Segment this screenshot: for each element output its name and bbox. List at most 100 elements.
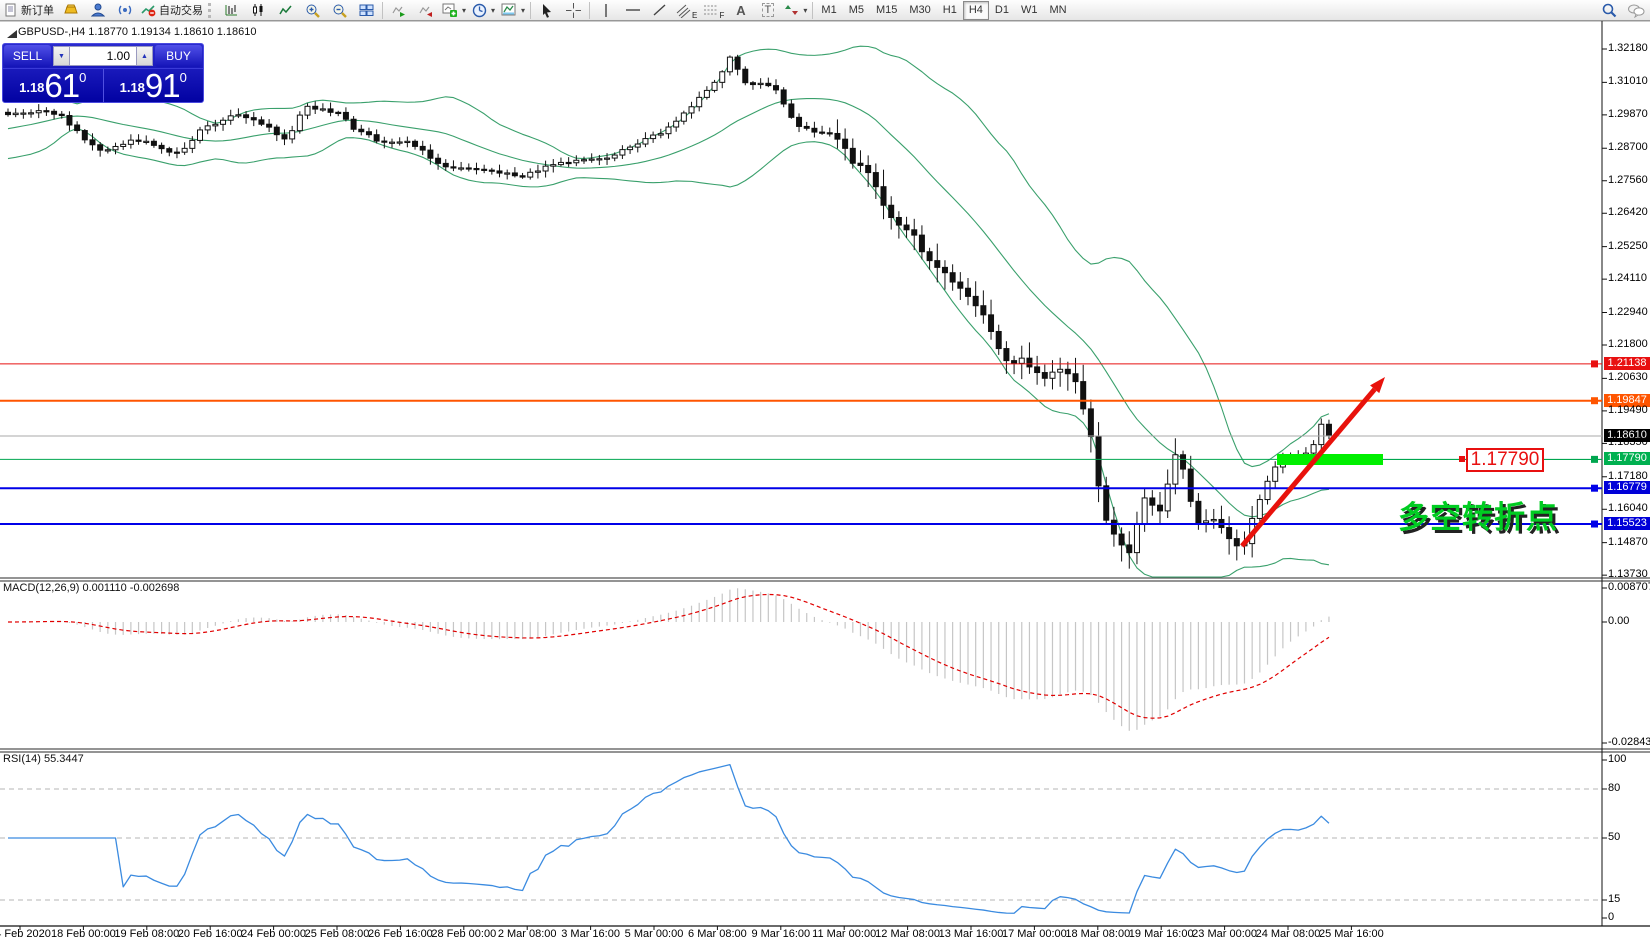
auto-scroll-button[interactable] <box>385 0 412 21</box>
trendline-button[interactable] <box>646 0 673 21</box>
fibonacci-icon <box>703 3 719 18</box>
time-axis-label: 5 Mar 00:00 <box>624 928 684 940</box>
price-axis-tick: 1.21800 <box>1608 338 1648 350</box>
timeframe-group: M1 M5 M15 M30 H1 H4 D1 W1 MN <box>815 0 1072 20</box>
volume-decrease-button[interactable]: ▼ <box>53 46 70 66</box>
bar-chart-icon <box>224 3 239 17</box>
level-price-label: 1.19847 <box>1604 393 1650 407</box>
level-lines[interactable] <box>0 360 1602 528</box>
macd-indicator <box>7 588 1330 731</box>
timeframe-button-M30[interactable]: M30 <box>909 4 931 16</box>
auto-scroll-icon <box>391 3 406 17</box>
search-icon <box>1601 2 1617 18</box>
search-button[interactable] <box>1595 0 1622 21</box>
timeframe-button-W1[interactable]: W1 <box>1020 4 1038 16</box>
time-axis-label: 25 Feb 08:00 <box>304 928 370 940</box>
time-axis-label: 12 Mar 08:00 <box>875 928 941 940</box>
price-axis-tick: 1.24110 <box>1608 272 1647 285</box>
horizontal-line-button[interactable] <box>619 0 646 21</box>
equidistant-channel-button[interactable]: E <box>673 0 700 21</box>
zoom-in-button[interactable] <box>299 0 326 21</box>
level-price-label: 1.18610 <box>1604 428 1650 442</box>
price-axis-tick: 1.32180 <box>1608 42 1648 54</box>
templates-dropdown[interactable] <box>498 0 528 21</box>
volume-stepper: ▼ 1.00 ▲ <box>53 46 153 66</box>
rsi-indicator <box>0 763 1602 914</box>
toolbar-right-group <box>1595 0 1649 21</box>
arrows-dropdown[interactable] <box>781 0 810 21</box>
tile-windows-button[interactable] <box>353 0 380 21</box>
buy-price-point: 0 <box>179 70 187 85</box>
sell-price-whole: 1.18 <box>19 80 45 95</box>
trend-arrow-line[interactable] <box>1240 387 1377 548</box>
time-axis-label: 24 Feb 00:00 <box>241 928 307 940</box>
new-chart-dropdown[interactable] <box>439 0 469 21</box>
cn-annotation-text[interactable]: 多空转折点 <box>1398 500 1558 535</box>
autotrading-button[interactable]: 自动交易 <box>138 0 206 21</box>
buy-button[interactable]: BUY <box>155 45 202 67</box>
text-icon: A <box>736 2 746 18</box>
deposit-icon <box>63 3 79 17</box>
macd-axis-label: -0.028436 <box>1608 736 1650 748</box>
level-price-label: 1.17790 <box>1604 452 1650 466</box>
chart-shift-marker[interactable] <box>6 26 18 44</box>
time-axis-label: 6 Mar 08:00 <box>688 928 747 940</box>
fibonacci-button[interactable]: F <box>700 0 727 21</box>
volume-increase-button[interactable]: ▲ <box>136 46 153 66</box>
vertical-line-button[interactable] <box>592 0 619 21</box>
zoom-out-button[interactable] <box>326 0 353 21</box>
text-label-button[interactable]: T <box>754 0 781 21</box>
sell-button[interactable]: SELL <box>4 45 51 67</box>
rsi-title: RSI(14) <box>3 753 41 765</box>
crosshair-icon <box>566 2 582 18</box>
price-axis-tick: 1.20630 <box>1608 371 1648 384</box>
signals-button[interactable] <box>111 0 138 21</box>
time-axis-label: 2 Mar 08:00 <box>497 928 557 940</box>
crosshair-button[interactable] <box>560 0 587 21</box>
timeframe-button-H4[interactable]: H4 <box>962 0 989 20</box>
new-order-label: 新订单 <box>21 5 54 17</box>
chat-button[interactable] <box>1622 0 1649 21</box>
cursor-button[interactable] <box>533 0 560 21</box>
green-highlight-band[interactable] <box>1277 454 1383 465</box>
timeframe-button-M5[interactable]: M5 <box>848 4 864 16</box>
equidistant-channel-icon <box>676 3 692 18</box>
timeframe-button-M15[interactable]: M15 <box>875 4 898 16</box>
new-order-icon <box>4 3 18 17</box>
vertical-line-icon <box>600 3 612 18</box>
price-axis-tick: 1.26420 <box>1608 206 1648 219</box>
macd-axis-label: 0.008707 <box>1608 581 1650 593</box>
chart-shift-icon <box>418 3 433 17</box>
time-axis-label: 26 Feb 16:00 <box>367 928 433 940</box>
text-button[interactable]: A <box>727 0 754 21</box>
periods-dropdown[interactable] <box>469 0 498 21</box>
new-order-button[interactable]: 新订单 <box>1 0 57 21</box>
sell-price-display[interactable]: 1.18 61 0 <box>3 69 104 103</box>
price-axis-tick: 1.25250 <box>1608 239 1648 252</box>
line-chart-icon <box>278 3 293 17</box>
volume-input[interactable]: 1.00 <box>70 46 136 66</box>
deposit-button[interactable] <box>57 0 84 21</box>
trendline-icon <box>652 3 667 17</box>
timeframe-button-H1[interactable]: H1 <box>942 4 957 16</box>
toolbar-separator <box>812 1 814 19</box>
community-button[interactable] <box>84 0 111 21</box>
price-axis-tick: 1.16040 <box>1608 502 1648 515</box>
line-chart-button[interactable] <box>272 0 299 21</box>
fibonacci-letter: F <box>719 10 725 20</box>
price-callout-label[interactable]: 1.17790 <box>1466 448 1544 472</box>
arrows-icon <box>784 3 799 17</box>
timeframe-button-D1[interactable]: D1 <box>994 4 1009 16</box>
timeframe-button-MN[interactable]: MN <box>1049 4 1067 16</box>
buy-price-display[interactable]: 1.18 91 0 <box>104 69 204 103</box>
candlestick-chart-button[interactable] <box>245 0 272 21</box>
timeframe-button-M1[interactable]: M1 <box>821 4 837 16</box>
buy-price-whole: 1.18 <box>119 80 145 95</box>
price-axis-tick: 1.18350 <box>1608 436 1648 449</box>
chat-icon <box>1627 3 1645 18</box>
macd-signal-value: -0.002698 <box>129 582 180 594</box>
chart-shift-button[interactable] <box>412 0 439 21</box>
time-axis-label: 25 Mar 16:00 <box>1318 928 1384 940</box>
bar-chart-button[interactable] <box>218 0 245 21</box>
